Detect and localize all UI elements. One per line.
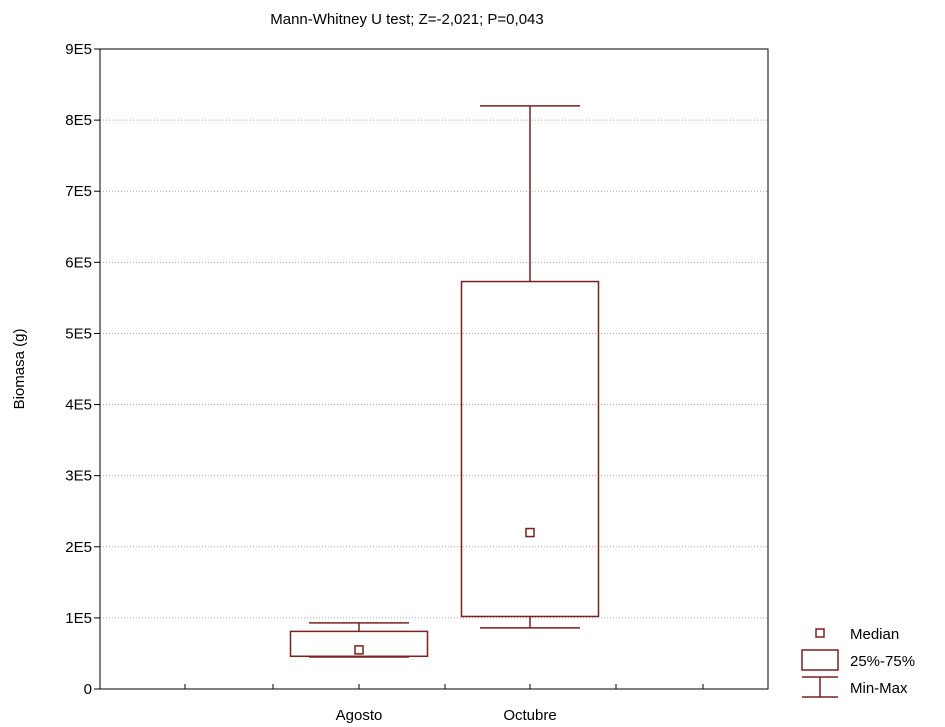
y-tick-label: 0 (84, 681, 92, 698)
chart-title: Mann-Whitney U test; Z=-2,021; P=0,043 (270, 11, 543, 28)
iqr-box (289, 630, 429, 658)
y-tick-label: 1E5 (65, 610, 92, 627)
y-tick-label: 4E5 (65, 397, 92, 414)
legend-box-swatch (801, 649, 839, 671)
x-tick-label: Octubre (503, 707, 556, 724)
y-tick-label: 9E5 (65, 41, 92, 58)
y-tick-label: 5E5 (65, 325, 92, 342)
legend: Median 25%-75% Min-Max (801, 626, 915, 698)
y-tick-label: 8E5 (65, 112, 92, 129)
y-tick-label: 3E5 (65, 468, 92, 485)
iqr-box (460, 280, 600, 618)
x-tick-label: Agosto (336, 707, 383, 724)
median-marker (525, 527, 535, 538)
box-plot-series (289, 105, 600, 658)
legend-box-label: 25%-75% (850, 653, 915, 670)
box-octubre (460, 105, 600, 629)
legend-whisker-label: Min-Max (850, 680, 908, 697)
plot-area-frame (99, 48, 769, 690)
legend-median-marker (815, 628, 825, 638)
y-axis-label: Biomasa (g) (11, 329, 28, 410)
axes: 0 1E5 2E5 3E5 4E5 5E5 6E5 7E5 8E5 9E5 Agosto Octubr… (65, 41, 704, 724)
median-marker (354, 645, 364, 655)
y-tick-label: 7E5 (65, 183, 92, 200)
y-tick-label: 2E5 (65, 539, 92, 556)
legend-median-label: Median (850, 626, 899, 643)
box-agosto (289, 622, 429, 658)
gridlines (100, 119, 768, 619)
y-tick-label: 6E5 (65, 254, 92, 271)
